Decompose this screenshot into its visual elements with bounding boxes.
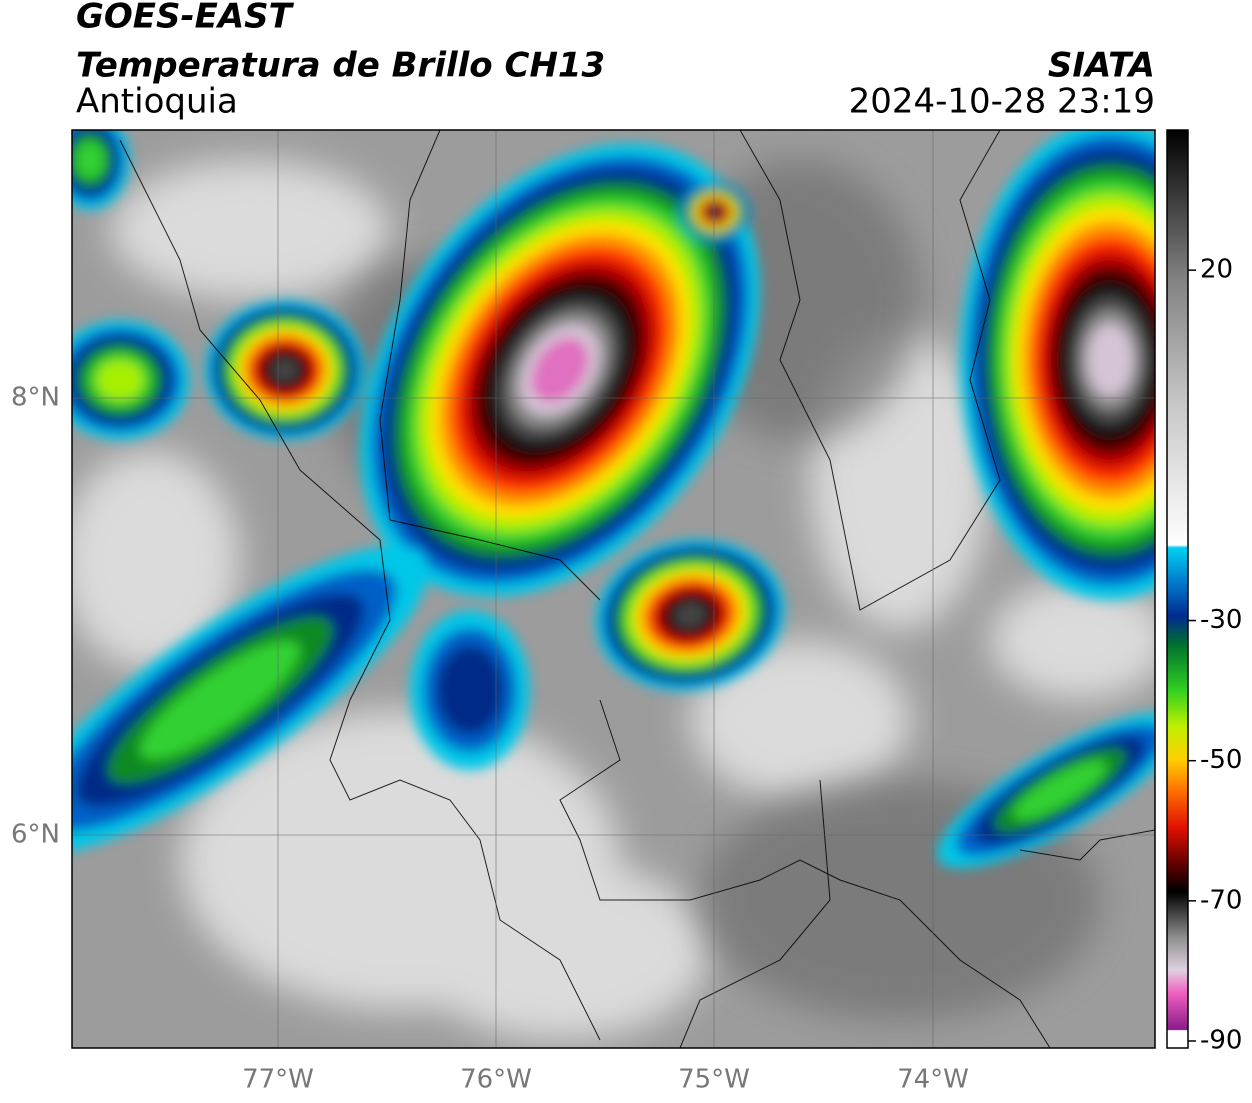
- cloud-level: [673, 601, 707, 629]
- cloud-level: [1087, 323, 1133, 397]
- cloud-level: [708, 206, 722, 218]
- cloud-top: [72, 545, 429, 855]
- cloud-top: [595, 539, 785, 691]
- colorbar-tick-label: -90: [1200, 1025, 1242, 1055]
- title: GOES-EAST: [76, 0, 295, 37]
- cloud-level: [96, 360, 144, 400]
- satellite-image: [72, 130, 1155, 1048]
- cloud-top: [937, 711, 1155, 869]
- colorbar: 20 -30 -50 -70 -90: [1166, 129, 1242, 1055]
- colorbar-tick-label: -70: [1200, 885, 1242, 915]
- cloud-level: [1012, 759, 1108, 821]
- longitude-label: 75°W: [678, 1065, 750, 1095]
- cloud-top: [680, 182, 750, 242]
- cloud-top: [410, 610, 530, 770]
- cloud-level: [271, 357, 299, 383]
- source: SIATA: [1048, 46, 1155, 86]
- latitude-label: 6°N: [11, 820, 60, 850]
- datetime: 2024-10-28 23:19: [849, 82, 1155, 122]
- longitude-label: 74°W: [897, 1065, 969, 1095]
- cloud-top: [960, 130, 1155, 600]
- latitude-label: 8°N: [11, 383, 60, 413]
- cloud-level: [74, 140, 106, 180]
- map-frame: [71, 129, 1156, 1049]
- colorbar-tick-label: -50: [1200, 745, 1242, 775]
- cloud-top: [72, 320, 190, 440]
- colorbar-tick-label: 20: [1200, 255, 1233, 285]
- subtitle: Temperatura de Brillo CH13: [76, 46, 605, 86]
- cloud-top: [360, 143, 760, 597]
- longitude-label: 76°W: [460, 1065, 532, 1095]
- cloud-top: [72, 130, 130, 210]
- cloud-level: [139, 640, 301, 760]
- longitude-label: 77°W: [242, 1065, 314, 1095]
- colorbar-tick-label: -30: [1200, 605, 1242, 635]
- cloud-level: [531, 337, 589, 403]
- cloud-level: [436, 645, 504, 735]
- cloud-top: [205, 300, 365, 440]
- region: Antioquia: [76, 82, 238, 122]
- axes: 8°N 6°N 77°W 76°W 75°W 74°W: [11, 383, 969, 1095]
